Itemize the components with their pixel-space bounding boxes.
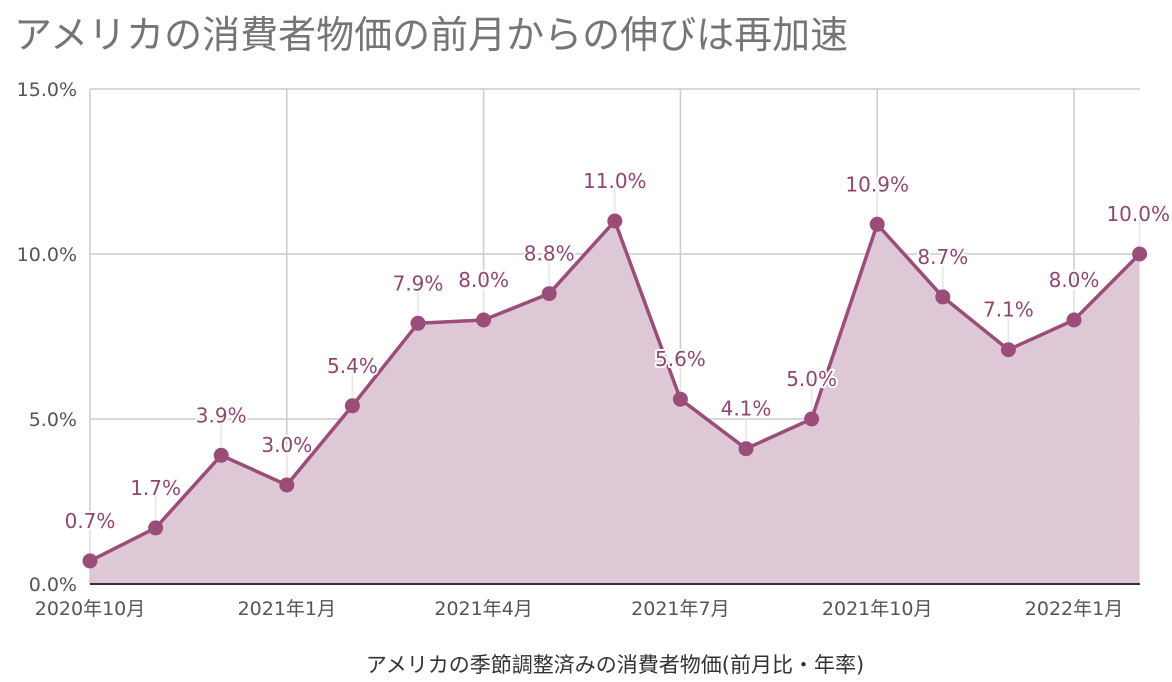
data-point (541, 286, 557, 302)
data-label: 3.0% (261, 433, 312, 457)
data-label: 5.0% (786, 367, 837, 391)
y-tick-label: 0.0% (29, 574, 77, 596)
data-label: 8.8% (524, 242, 575, 266)
data-label: 8.0% (458, 268, 509, 292)
x-tick-label: 2022年1月 (1025, 598, 1123, 620)
data-label: 5.6% (655, 347, 706, 371)
x-axis-title: アメリカの季節調整済みの消費者物価(前月比・年率) (366, 653, 864, 677)
data-label: 1.7% (130, 476, 181, 500)
y-tick-label: 5.0% (29, 409, 77, 431)
x-tick-label: 2021年7月 (631, 598, 729, 620)
x-tick-label: 2021年1月 (238, 598, 336, 620)
data-label: 4.1% (721, 397, 772, 421)
data-label: 8.0% (1049, 268, 1100, 292)
data-point (148, 520, 164, 536)
data-label: 3.9% (196, 403, 247, 427)
data-point (672, 391, 688, 407)
data-point (1066, 312, 1082, 328)
chart-title: アメリカの消費者物価の前月からの伸びは再加速 (14, 13, 849, 57)
data-point (804, 411, 820, 427)
x-tick-label: 2020年10月 (35, 598, 146, 620)
data-point (935, 289, 951, 305)
data-label: 8.7% (917, 245, 968, 269)
data-point (869, 216, 885, 232)
data-label: 0.7% (65, 509, 116, 533)
y-tick-label: 15.0% (17, 79, 77, 101)
data-point (344, 398, 360, 414)
x-tick-label: 2021年10月 (822, 598, 933, 620)
data-point (476, 312, 492, 328)
data-point (607, 213, 623, 229)
data-label: 10.9% (845, 172, 909, 196)
data-point (279, 477, 295, 493)
data-point (213, 447, 229, 463)
data-point (738, 441, 754, 457)
y-tick-label: 10.0% (17, 244, 77, 266)
area-fill (90, 221, 1140, 584)
data-label: 7.1% (983, 298, 1034, 322)
data-point (82, 553, 98, 569)
data-label: 5.4% (327, 354, 378, 378)
data-point (410, 315, 426, 331)
x-tick-label: 2021年4月 (434, 598, 532, 620)
data-label: 11.0% (583, 169, 647, 193)
data-point (1132, 246, 1148, 262)
data-label: 7.9% (393, 271, 444, 295)
data-point (1000, 342, 1016, 358)
data-label: 10.0% (1106, 202, 1170, 226)
